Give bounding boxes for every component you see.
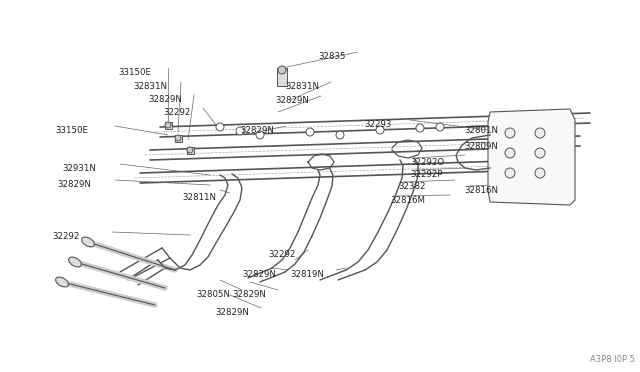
Circle shape bbox=[436, 123, 444, 131]
Text: 32829N: 32829N bbox=[232, 290, 266, 299]
Polygon shape bbox=[175, 135, 182, 141]
Text: 32292: 32292 bbox=[268, 250, 296, 259]
Text: 32809N: 32809N bbox=[464, 142, 498, 151]
Text: 33150E: 33150E bbox=[55, 126, 88, 135]
Text: 32829N: 32829N bbox=[240, 126, 274, 135]
Polygon shape bbox=[186, 147, 193, 154]
Text: 32835: 32835 bbox=[318, 52, 346, 61]
Text: 32801N: 32801N bbox=[464, 126, 498, 135]
Text: 32829N: 32829N bbox=[215, 308, 249, 317]
Circle shape bbox=[505, 148, 515, 158]
Text: 32816N: 32816N bbox=[464, 186, 498, 195]
Text: A3P8 I0P 5: A3P8 I0P 5 bbox=[590, 355, 635, 364]
Circle shape bbox=[376, 126, 384, 134]
Polygon shape bbox=[164, 122, 172, 128]
Ellipse shape bbox=[56, 277, 68, 287]
Circle shape bbox=[256, 131, 264, 139]
Text: 32931N: 32931N bbox=[62, 164, 96, 173]
Polygon shape bbox=[488, 109, 575, 205]
Circle shape bbox=[278, 66, 286, 74]
Text: 32829N: 32829N bbox=[148, 95, 182, 104]
Circle shape bbox=[535, 168, 545, 178]
Text: 32292: 32292 bbox=[52, 232, 79, 241]
Text: 32831N: 32831N bbox=[285, 82, 319, 91]
Circle shape bbox=[306, 128, 314, 136]
Circle shape bbox=[535, 148, 545, 158]
Circle shape bbox=[535, 128, 545, 138]
Text: 33150E: 33150E bbox=[118, 68, 151, 77]
Text: 32382: 32382 bbox=[398, 182, 426, 191]
Text: 32816M: 32816M bbox=[390, 196, 425, 205]
Text: 32829N: 32829N bbox=[57, 180, 91, 189]
Ellipse shape bbox=[68, 257, 81, 267]
Circle shape bbox=[187, 147, 193, 153]
Polygon shape bbox=[277, 68, 287, 86]
Text: 32829N: 32829N bbox=[275, 96, 309, 105]
Circle shape bbox=[416, 124, 424, 132]
Circle shape bbox=[216, 123, 224, 131]
Circle shape bbox=[336, 131, 344, 139]
Text: 32829N: 32829N bbox=[242, 270, 276, 279]
Text: 32292P: 32292P bbox=[410, 170, 442, 179]
Text: 32292O: 32292O bbox=[410, 158, 444, 167]
Text: 32819N: 32819N bbox=[290, 270, 324, 279]
Text: 32811N: 32811N bbox=[182, 193, 216, 202]
Circle shape bbox=[165, 122, 171, 128]
Text: 32293: 32293 bbox=[364, 120, 392, 129]
Circle shape bbox=[505, 128, 515, 138]
Circle shape bbox=[505, 168, 515, 178]
Text: 32805N: 32805N bbox=[196, 290, 230, 299]
Text: 32292: 32292 bbox=[163, 108, 190, 117]
Circle shape bbox=[236, 127, 244, 135]
Circle shape bbox=[175, 135, 181, 141]
Ellipse shape bbox=[82, 237, 94, 247]
Text: 32831N: 32831N bbox=[133, 82, 167, 91]
